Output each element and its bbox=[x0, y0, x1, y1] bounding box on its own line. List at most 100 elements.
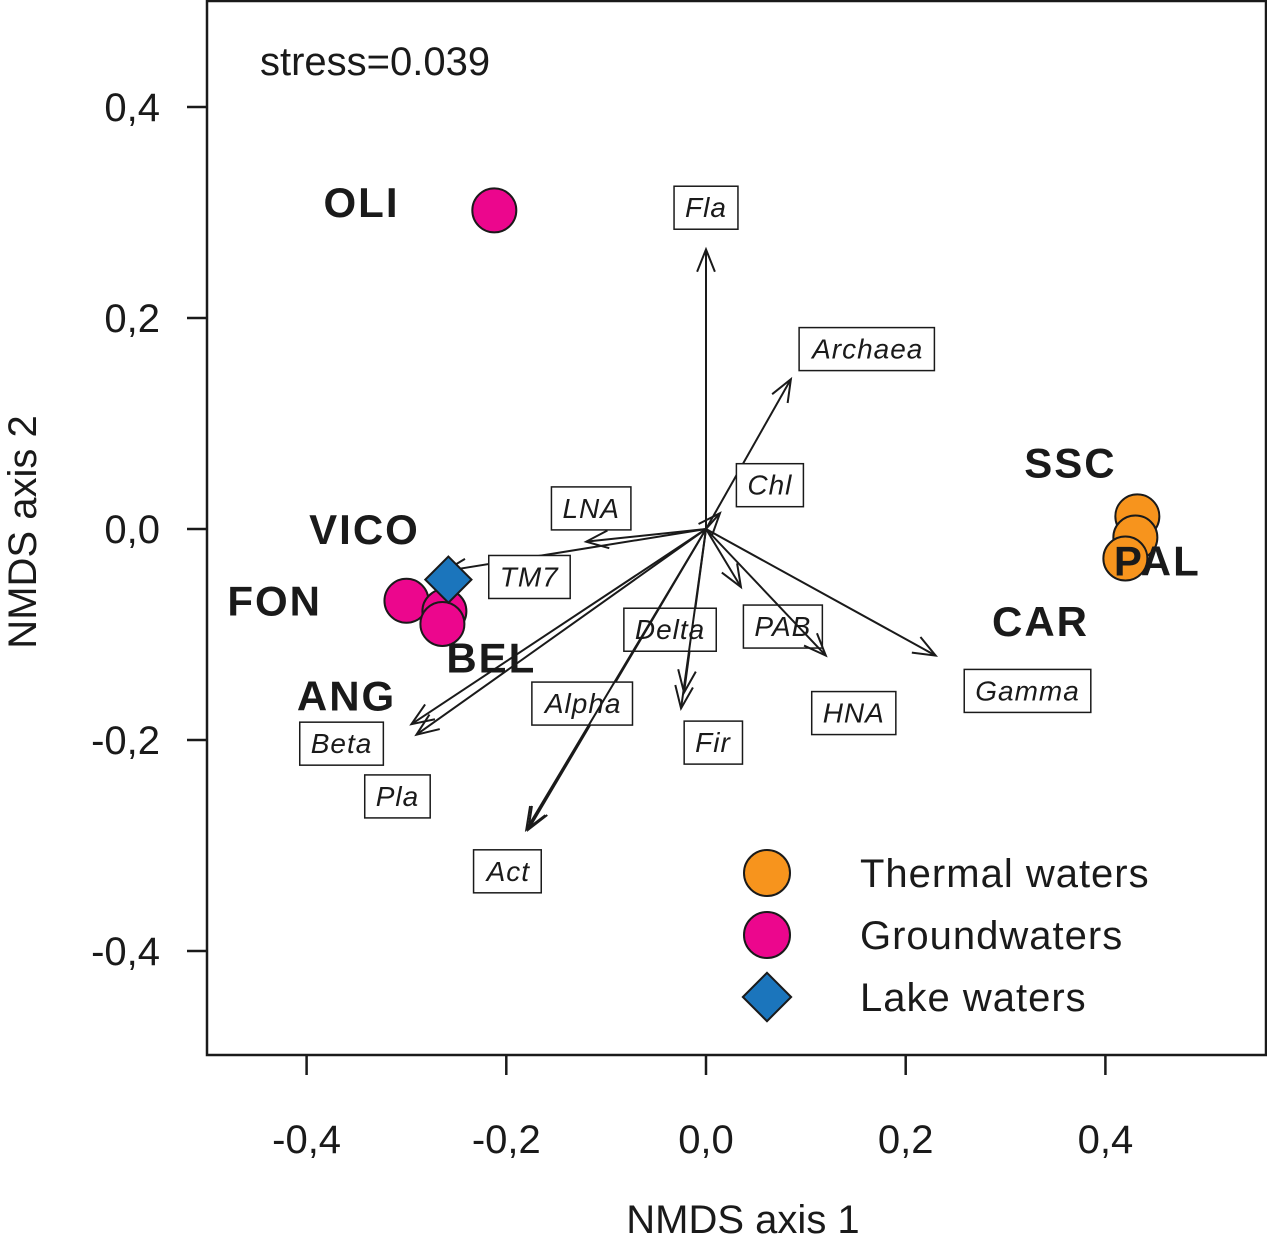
legend-label-lake-waters: Lake waters bbox=[860, 976, 1087, 1020]
y-tick-label-4: -0,4 bbox=[91, 930, 160, 974]
x-tick-label-4: 0,4 bbox=[1078, 1118, 1134, 1162]
vector-label-box-chl bbox=[735, 462, 805, 508]
vector-label-text-pab: PAB bbox=[754, 611, 811, 642]
vector-label-text-pla: Pla bbox=[376, 781, 419, 812]
site-label-ang: ANG bbox=[297, 673, 396, 720]
y-tick-label-1: 0,2 bbox=[104, 297, 160, 341]
vector-label-box-tm7 bbox=[488, 554, 571, 600]
vector-chl bbox=[705, 512, 721, 530]
site-label-bel: BEL bbox=[446, 635, 536, 682]
vector-label-lna: LNA bbox=[550, 486, 632, 531]
x-axis-ticks: -0,4 -0,2 0,0 0,2 0,4 bbox=[272, 1055, 1133, 1162]
vector-label-box-fla bbox=[673, 185, 739, 230]
vector-label-box-pab bbox=[742, 604, 824, 649]
x-tick-label-1: -0,2 bbox=[472, 1118, 541, 1162]
vector-label-text-gamma: Gamma bbox=[975, 675, 1080, 706]
site-label-oli: OLI bbox=[324, 179, 400, 226]
legend-marker-groundwaters bbox=[743, 911, 791, 959]
vector-label-box-gamma bbox=[963, 668, 1092, 714]
y-axis-ticks: 0,4 0,2 0,0 -0,2 -0,4 bbox=[91, 86, 207, 974]
vector-label-text-lna: LNA bbox=[562, 493, 619, 524]
vector-label-fir: Fir bbox=[683, 720, 744, 765]
vector-pla bbox=[410, 528, 707, 726]
point-ang bbox=[419, 600, 466, 647]
vector-arrowhead-pab bbox=[721, 563, 743, 590]
vector-label-text-act: Act bbox=[485, 856, 531, 887]
vector-label-fla: Fla bbox=[673, 185, 739, 230]
vector-label-alpha: Alpha bbox=[531, 681, 634, 726]
vector-label-hna: HNA bbox=[810, 690, 897, 736]
x-tick-label-0: -0,4 bbox=[272, 1118, 341, 1162]
vector-arrowhead-pla bbox=[409, 703, 436, 726]
site-label-car: CAR bbox=[992, 598, 1089, 645]
vector-label-text-hna: HNA bbox=[823, 698, 885, 729]
site-points bbox=[383, 187, 1161, 647]
vector-label-tm7: TM7 bbox=[488, 554, 571, 600]
y-tick-label-0: 0,4 bbox=[104, 86, 160, 130]
vector-label-text-beta: Beta bbox=[311, 728, 373, 759]
vector-label-box-pla bbox=[363, 774, 431, 819]
vector-label-box-archaea bbox=[798, 326, 936, 372]
vector-arrowhead-act bbox=[524, 805, 546, 832]
vector-label-text-alpha: Alpha bbox=[543, 688, 622, 719]
legend-marker-lake-waters bbox=[741, 971, 793, 1023]
legend-label-groundwaters: Groundwaters bbox=[860, 914, 1123, 958]
point-car bbox=[1102, 535, 1149, 582]
vector-pab bbox=[705, 528, 742, 588]
vector-tm7 bbox=[444, 528, 707, 573]
vector-label-act: Act bbox=[472, 849, 542, 894]
point-vico bbox=[423, 555, 473, 605]
vector-label-box-beta bbox=[298, 721, 385, 766]
vector-beta bbox=[415, 528, 707, 736]
vector-arrowhead-alpha bbox=[526, 805, 548, 832]
vector-label-text-tm7: TM7 bbox=[500, 561, 559, 592]
vector-label-archaea: Archaea bbox=[798, 326, 936, 372]
vector-lna bbox=[586, 528, 707, 543]
vector-arrowhead-hna bbox=[803, 632, 828, 658]
vector-label-box-alpha bbox=[531, 681, 634, 726]
vector-act bbox=[525, 528, 707, 831]
x-tick-label-2: 0,0 bbox=[678, 1118, 734, 1162]
site-label-ssc: SSC bbox=[1024, 440, 1116, 487]
site-label-fon: FON bbox=[227, 578, 322, 625]
site-labels: OLI SSC PAL CAR VICO FON BEL ANG bbox=[227, 179, 1201, 720]
vector-label-pab: PAB bbox=[742, 604, 824, 649]
vector-fir bbox=[680, 528, 707, 709]
vector-label-chl: Chl bbox=[735, 462, 805, 508]
vector-label-gamma: Gamma bbox=[963, 668, 1092, 714]
site-label-vico: VICO bbox=[309, 506, 420, 553]
vector-label-box-act bbox=[472, 849, 542, 894]
vector-label-pla: Pla bbox=[363, 774, 431, 819]
legend-marker-thermal-waters bbox=[743, 849, 791, 897]
vector-label-box-lna bbox=[550, 486, 632, 531]
y-tick-label-2: 0,0 bbox=[104, 508, 160, 552]
y-axis-title: NMDS axis 2 bbox=[1, 415, 45, 648]
vector-arrowhead-gamma bbox=[911, 636, 939, 657]
y-tick-label-3: -0,2 bbox=[91, 719, 160, 763]
vector-label-box-hna bbox=[810, 690, 897, 736]
vector-label-text-fla: Fla bbox=[685, 192, 727, 223]
vector-arrowhead-fla bbox=[696, 246, 716, 273]
x-axis-title: NMDS axis 1 bbox=[626, 1198, 859, 1237]
vector-label-text-archaea: Archaea bbox=[810, 334, 923, 365]
legend: Thermal waters Groundwaters Lake waters bbox=[741, 849, 1150, 1023]
vector-arrowhead-fir bbox=[674, 684, 694, 712]
point-oli bbox=[471, 187, 518, 234]
vector-arrowhead-chl bbox=[698, 511, 722, 537]
vector-label-box-delta bbox=[623, 607, 717, 652]
vector-arrowhead-archaea bbox=[771, 376, 793, 404]
site-label-pal: PAL bbox=[1114, 538, 1201, 585]
legend-label-thermal-waters: Thermal waters bbox=[860, 852, 1150, 896]
vector-label-box-fir bbox=[683, 720, 744, 765]
vector-label-text-chl: Chl bbox=[747, 470, 792, 501]
vector-arrows: Fla Archaea Chl LNA TM7 PAB Delta Gamma HNA Fir Al… bbox=[298, 185, 1092, 894]
vector-label-text-fir: Fir bbox=[695, 727, 731, 758]
vector-label-beta: Beta bbox=[298, 721, 385, 766]
stress-annotation: stress=0.039 bbox=[260, 40, 490, 84]
vector-gamma bbox=[705, 528, 937, 657]
vector-label-delta: Delta bbox=[623, 607, 717, 652]
vector-hna bbox=[705, 528, 827, 657]
vector-archaea bbox=[705, 378, 792, 530]
x-tick-label-3: 0,2 bbox=[878, 1118, 934, 1162]
